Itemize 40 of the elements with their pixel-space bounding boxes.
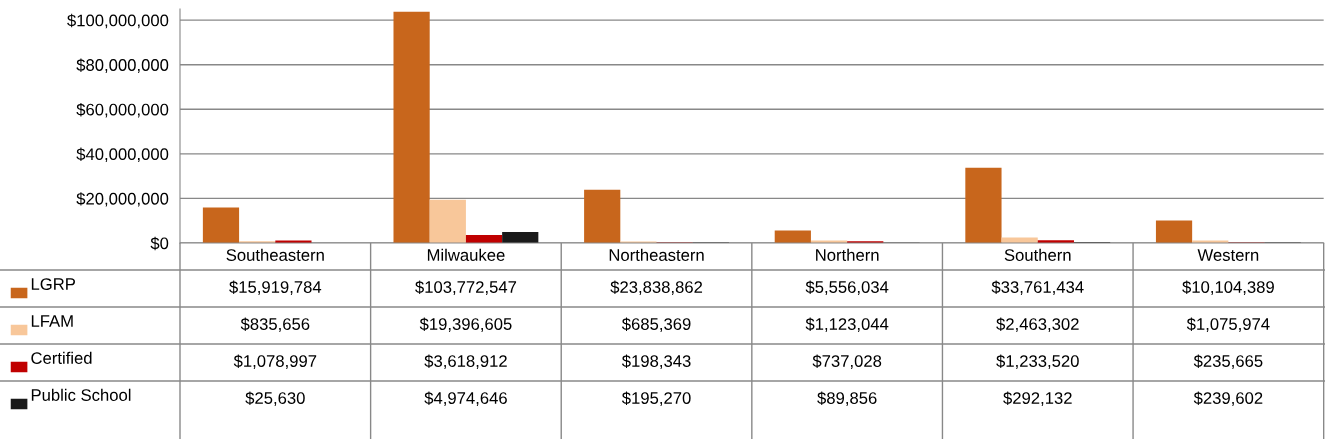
data-label: $195,270 — [621, 391, 691, 406]
y-tick-label: $100,000,000 — [67, 13, 169, 29]
data-label: $89,856 — [817, 391, 877, 406]
legend-label: LFAM — [31, 315, 73, 327]
data-label: $23,838,862 — [610, 280, 703, 295]
x-tick-label: Western — [1197, 249, 1259, 261]
y-tick-label: $40,000,000 — [76, 147, 169, 163]
data-label: $737,028 — [812, 354, 882, 369]
x-tick-label: Northern — [816, 248, 879, 261]
data-label: $235,665 — [1193, 354, 1263, 369]
x-tick-label: Northeastern — [609, 248, 704, 261]
data-label: $2,463,302 — [996, 317, 1079, 332]
data-label: $4,974,646 — [424, 391, 507, 406]
data-label: $15,919,784 — [229, 280, 322, 295]
y-tick-label: $0 — [150, 236, 169, 251]
data-label: $292,132 — [1003, 391, 1072, 406]
data-label: $25,630 — [245, 391, 305, 406]
y-tick-label: $80,000,000 — [76, 58, 169, 73]
y-tick-label: $20,000,000 — [76, 192, 169, 207]
y-tick-label: $60,000,000 — [76, 102, 169, 118]
legend-label: Certified — [31, 351, 92, 364]
data-label: $1,123,044 — [805, 317, 889, 332]
data-label: $33,761,434 — [991, 280, 1084, 295]
data-label: $685,369 — [621, 317, 691, 332]
data-label: $835,656 — [240, 317, 310, 332]
legend-label: Public School — [31, 388, 131, 401]
data-label: $198,343 — [621, 354, 691, 369]
data-label: $5,556,034 — [805, 280, 889, 295]
legend-label: LGRP — [31, 278, 75, 290]
data-label: $1,233,520 — [996, 354, 1079, 369]
data-label: $19,396,605 — [419, 317, 512, 332]
data-label: $1,075,974 — [1186, 317, 1270, 332]
data-label: $1,078,997 — [233, 354, 317, 369]
data-label: $239,602 — [1193, 391, 1263, 406]
data-label: $3,618,912 — [424, 354, 507, 369]
x-tick-label: Southeastern — [226, 248, 324, 261]
data-label: $103,772,547 — [415, 280, 517, 295]
x-tick-label: Milwaukee — [427, 248, 505, 261]
x-tick-label: Southern — [1004, 248, 1071, 261]
data-label: $10,104,389 — [1182, 280, 1274, 295]
